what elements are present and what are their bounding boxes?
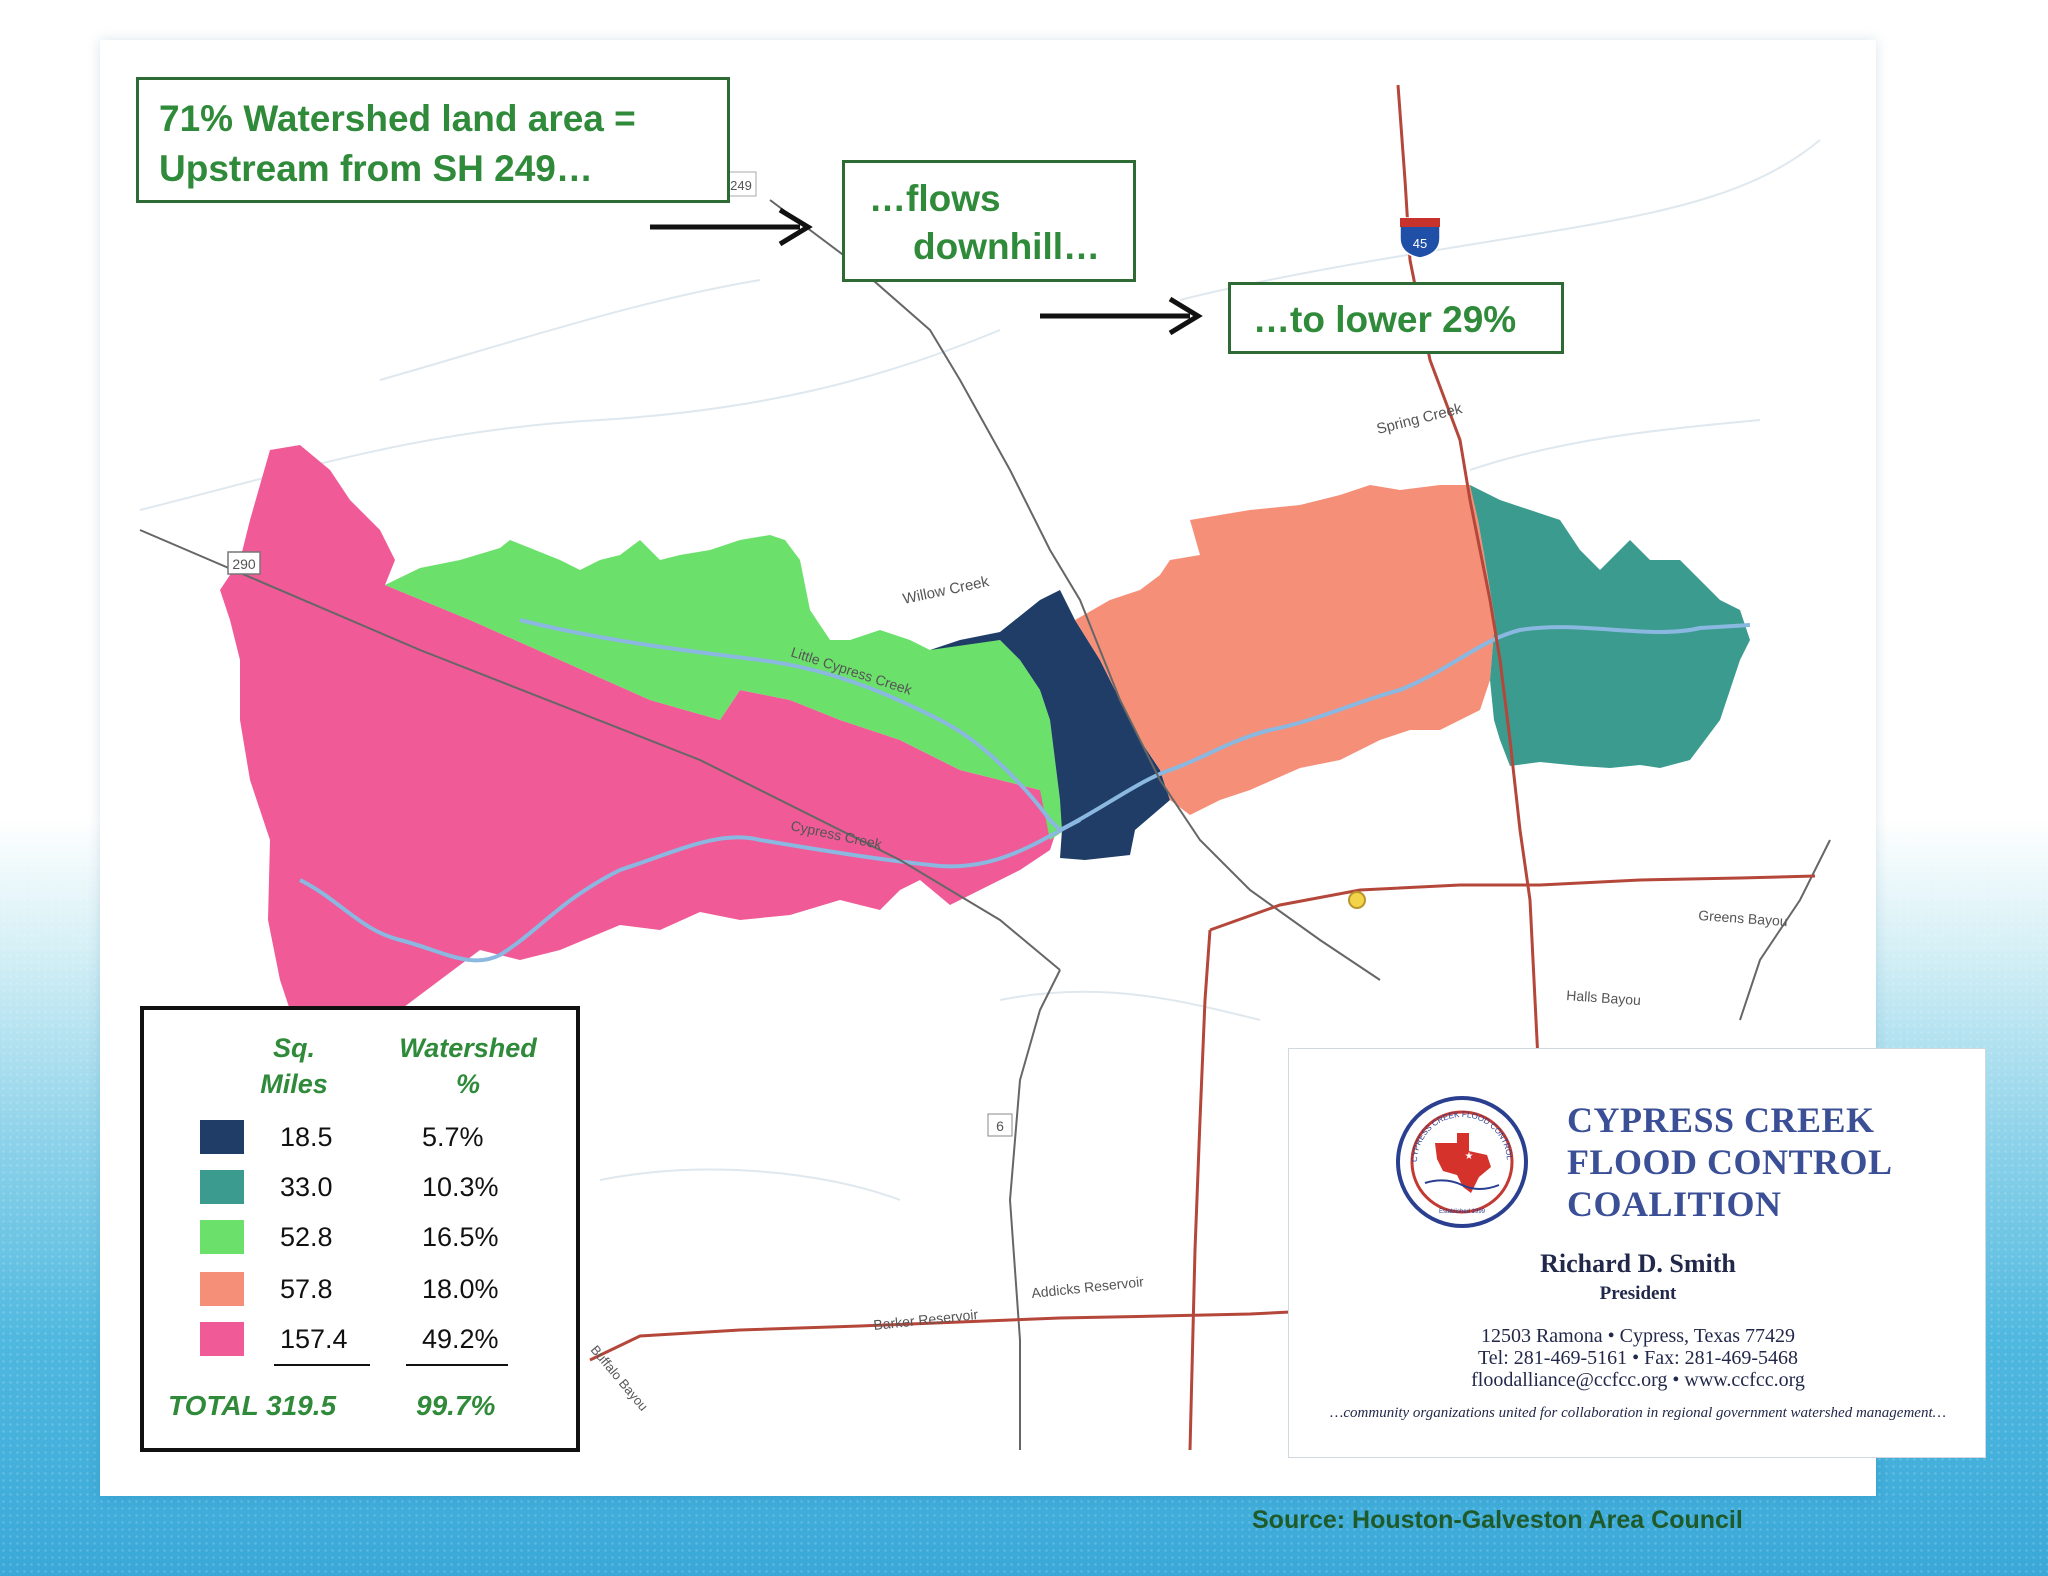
flows-callout: …flows downhill… xyxy=(842,160,1136,282)
card-org-line3: COALITION xyxy=(1567,1184,1782,1224)
legend-miles: 52.8 xyxy=(280,1222,333,1252)
business-card: ★ CYPRESS CREEK FLOOD CONTROL COALITION … xyxy=(1288,1048,1986,1458)
legend-miles: 18.5 xyxy=(280,1122,333,1152)
spring-creek-label: Spring Creek xyxy=(1375,400,1465,438)
legend-row: 57.8 18.0% xyxy=(200,1270,560,1310)
region-salmon xyxy=(1075,485,1495,815)
upstream-callout-line2: Upstream from SH 249… xyxy=(159,148,593,189)
arrow-right-icon xyxy=(650,207,813,247)
hwy-6-label: 6 xyxy=(996,1118,1004,1134)
legend-pct: 10.3% xyxy=(422,1172,499,1202)
legend-header-pct-2: % xyxy=(455,1069,480,1099)
lower-callout-text: …to lower 29% xyxy=(1253,299,1517,340)
hwy-290-label: 290 xyxy=(232,556,256,572)
upstream-callout-line1: 71% Watershed land area = xyxy=(159,98,636,139)
interchange-marker-icon xyxy=(1348,891,1366,909)
legend-swatch xyxy=(200,1322,244,1356)
arrow-right-icon-2 xyxy=(1040,296,1203,336)
region-pink xyxy=(220,445,1060,1016)
legend-pct: 16.5% xyxy=(422,1222,499,1252)
source-credit: Source: Houston-Galveston Area Council xyxy=(1252,1506,1743,1534)
legend: Sq. Miles Watershed % 18.5 5.7% 33.0 10.… xyxy=(140,1006,580,1452)
region-green xyxy=(385,535,1065,840)
card-person-name: Richard D. Smith xyxy=(1540,1249,1736,1278)
interstate-label: 45 xyxy=(1413,236,1427,251)
legend-pct: 5.7% xyxy=(422,1122,484,1152)
svg-text:★: ★ xyxy=(1465,1151,1474,1162)
card-org-line2: FLOOD CONTROL xyxy=(1567,1142,1893,1182)
legend-swatch xyxy=(200,1170,244,1204)
card-address: 12503 Ramona • Cypress, Texas 77429 xyxy=(1480,1325,1796,1347)
legend-swatch xyxy=(200,1220,244,1254)
legend-header-miles-1: Sq. xyxy=(272,1033,315,1063)
hwy-6-shield: 6 xyxy=(987,1113,1013,1137)
buffalo-bayou-label: Buffalo Bayou xyxy=(588,1342,651,1413)
legend-underline-miles xyxy=(274,1364,370,1366)
legend-row: 157.4 49.2% xyxy=(200,1320,560,1360)
lower-callout: …to lower 29% xyxy=(1228,282,1564,354)
highways xyxy=(139,199,1831,1450)
addicks-reservoir-label: Addicks Reservoir xyxy=(1031,1273,1145,1301)
card-phone: Tel: 281-469-5161 • Fax: 281-469-5468 xyxy=(1477,1347,1798,1369)
legend-underline-pct xyxy=(406,1364,508,1366)
legend-pct: 18.0% xyxy=(422,1274,499,1304)
card-org-line1: CYPRESS CREEK xyxy=(1567,1100,1875,1140)
svg-text:Established 1999: Established 1999 xyxy=(1439,1209,1486,1215)
hwy-290-shield: 290 xyxy=(227,551,261,575)
greens-bayou-label: Greens Bayou xyxy=(1698,907,1788,929)
hwy-249-shield: 249 xyxy=(725,171,757,197)
legend-header-pct-1: Watershed xyxy=(399,1033,537,1063)
legend-swatch xyxy=(200,1120,244,1154)
flows-callout-line1: …flows xyxy=(869,178,1001,219)
legend-header-miles-2: Miles xyxy=(260,1069,328,1099)
card-web: floodalliance@ccfcc.org • www.ccfcc.org xyxy=(1471,1369,1805,1391)
barker-reservoir-label: Barker Reservoir xyxy=(873,1306,979,1333)
legend-header-miles: Sq. Miles xyxy=(244,1030,344,1102)
card-person-title: President xyxy=(1599,1283,1677,1304)
region-teal xyxy=(1470,485,1750,768)
major-roads xyxy=(589,84,1816,1451)
coalition-seal-icon: ★ CYPRESS CREEK FLOOD CONTROL COALITION … xyxy=(1395,1095,1528,1228)
legend-total-pct: 99.7% xyxy=(416,1390,496,1421)
legend-miles: 157.4 xyxy=(280,1324,348,1354)
legend-row: 33.0 10.3% xyxy=(200,1168,560,1208)
card-tagline: …community organizations united for coll… xyxy=(1330,1405,1946,1421)
legend-pct: 49.2% xyxy=(422,1324,499,1354)
legend-row: 18.5 5.7% xyxy=(200,1118,560,1158)
willow-creek-label: Willow Creek xyxy=(901,573,991,608)
upstream-callout: 71% Watershed land area = Upstream from … xyxy=(136,77,730,203)
legend-total-label: TOTAL 319.5 xyxy=(168,1390,337,1421)
halls-bayou-label: Halls Bayou xyxy=(1566,987,1642,1008)
rivers xyxy=(299,618,1751,963)
card-org-name: CYPRESS CREEK FLOOD CONTROL COALITION xyxy=(1567,1099,1893,1225)
legend-header-pct: Watershed % xyxy=(368,1030,568,1102)
flows-callout-line2: downhill… xyxy=(913,226,1101,267)
legend-miles: 33.0 xyxy=(280,1172,333,1202)
legend-swatch xyxy=(200,1272,244,1306)
interstate-shield-icon: 45 xyxy=(1399,217,1441,259)
hwy-249-label: 249 xyxy=(730,178,752,193)
legend-miles: 57.8 xyxy=(280,1274,333,1304)
region-dark-blue xyxy=(930,590,1170,860)
legend-row: 52.8 16.5% xyxy=(200,1218,560,1258)
